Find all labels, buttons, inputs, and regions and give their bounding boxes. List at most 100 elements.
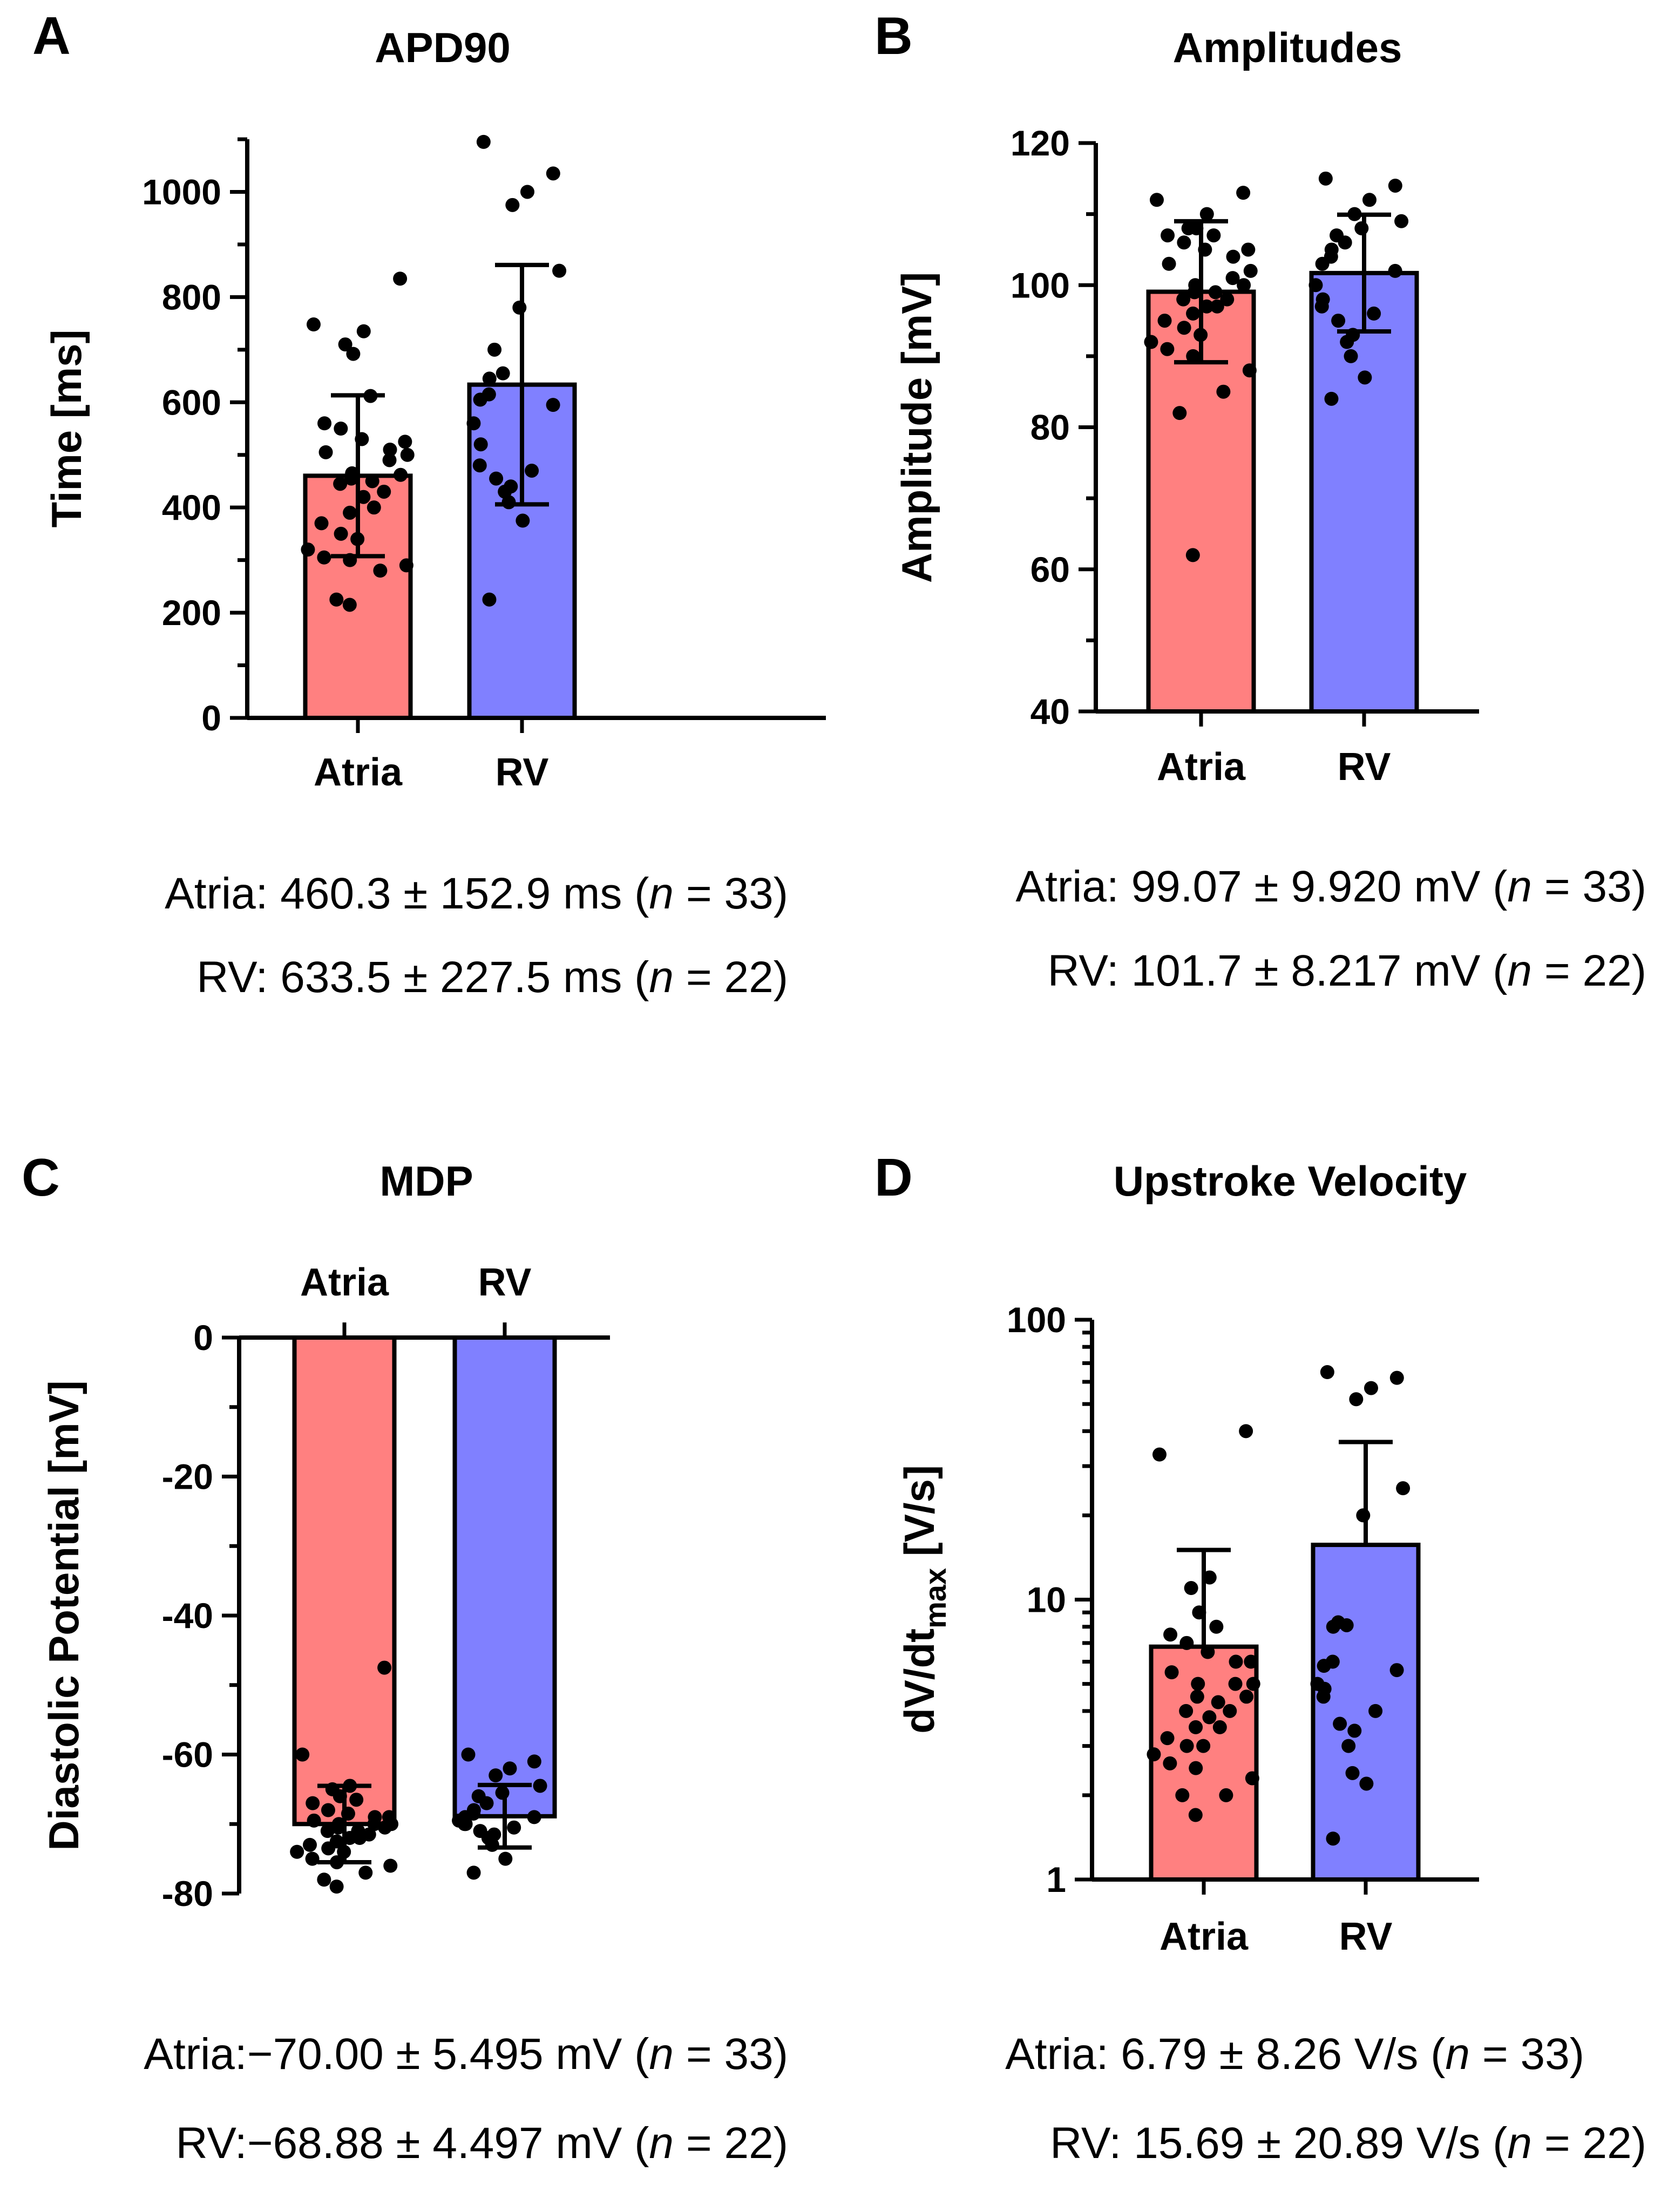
data-point: [333, 1789, 347, 1803]
data-point: [334, 422, 348, 436]
data-point: [333, 477, 348, 491]
data-point: [476, 134, 491, 149]
data-point: [382, 453, 397, 467]
data-point: [1341, 1739, 1356, 1753]
data-point: [398, 435, 412, 449]
data-point: [1315, 256, 1330, 271]
data-point: [552, 263, 567, 278]
summary-stat: 15.69 ± 20.89 V/s: [1134, 2119, 1481, 2168]
data-point: [321, 1841, 336, 1856]
summary-b-atria: Atria: 99.07 ± 9.920 mV (n = 33): [1015, 862, 1646, 911]
summary-n-value: = 33): [1470, 2030, 1584, 2079]
summary-n: n: [1507, 862, 1533, 911]
data-point: [1359, 1776, 1374, 1791]
panel-label: A: [32, 6, 71, 65]
data-point: [1347, 207, 1362, 221]
data-point: [1179, 1739, 1194, 1753]
y-axis-label: Amplitude [mV]: [893, 272, 940, 583]
data-point: [1226, 249, 1240, 264]
summary-n-value: = 33): [1532, 862, 1646, 911]
data-point: [1179, 1636, 1194, 1650]
data-point: [525, 463, 539, 478]
summary-group: Atria:: [165, 869, 268, 918]
data-point: [1219, 1788, 1233, 1802]
summary-n-value: = 33): [674, 869, 788, 918]
data-point: [1367, 306, 1381, 321]
data-point: [1175, 1788, 1190, 1802]
data-point: [346, 347, 361, 361]
data-point: [1320, 1365, 1334, 1380]
data-point: [337, 1844, 351, 1859]
panel-label: C: [22, 1148, 60, 1207]
data-point: [318, 445, 333, 459]
data-point: [1333, 1716, 1347, 1731]
data-point: [512, 300, 527, 315]
data-point: [356, 490, 371, 504]
data-point: [350, 532, 365, 546]
data-point: [466, 416, 481, 431]
y-axis-label: Diastolic Potential [mV]: [40, 1380, 87, 1850]
data-point: [489, 1768, 503, 1783]
summary-n: n: [649, 869, 674, 918]
data-point: [1206, 228, 1221, 243]
data-point: [1212, 1720, 1227, 1734]
data-point: [505, 198, 520, 212]
data-point: [1242, 363, 1257, 378]
data-point: [1318, 171, 1333, 186]
data-point: [321, 1803, 335, 1817]
panel-label: B: [874, 6, 913, 65]
data-point: [1152, 1447, 1167, 1462]
data-point: [472, 458, 487, 473]
data-point: [1389, 1370, 1404, 1385]
data-point: [307, 1813, 321, 1828]
data-point: [329, 1879, 344, 1894]
data-point: [546, 398, 560, 412]
data-point: [358, 1865, 373, 1880]
y-tick-label: 120: [1011, 123, 1070, 163]
data-point: [1326, 1619, 1340, 1634]
x-category-label: RV: [478, 1261, 532, 1304]
data-point: [1211, 1695, 1225, 1709]
summary-n: n: [649, 2030, 674, 2079]
data-point: [546, 166, 560, 181]
summary-d-atria: Atria: 6.79 ± 8.26 V/s (n = 33): [1005, 2030, 1584, 2079]
data-point: [329, 592, 344, 607]
data-point: [498, 1851, 513, 1866]
data-point: [356, 324, 371, 338]
x-category-label: Atria: [300, 1261, 389, 1304]
chart-title: Upstroke Velocity: [1114, 1157, 1467, 1205]
data-point: [365, 474, 379, 488]
summary-group: RV:: [175, 2119, 247, 2168]
data-point: [482, 371, 497, 386]
data-point: [305, 1851, 320, 1866]
chart-panel-d: D Upstroke Velocity dV/dtmax [V/s] 1 10 100 At…: [874, 1148, 1479, 1958]
chart-title: Amplitudes: [1173, 24, 1402, 71]
summary-n: n: [649, 2119, 674, 2168]
data-point: [1149, 193, 1164, 207]
y-tick-label: -60: [162, 1735, 213, 1775]
summary-n-value: = 33): [674, 2030, 788, 2079]
data-point: [1186, 349, 1201, 363]
data-point: [400, 447, 415, 462]
x-category-label: Atria: [1157, 745, 1246, 789]
data-point: [1189, 1761, 1203, 1775]
data-point: [1388, 263, 1402, 278]
data-point: [473, 437, 488, 452]
data-point: [367, 500, 381, 515]
data-point: [1326, 1831, 1340, 1846]
y-tick-label: -80: [162, 1874, 213, 1914]
y-tick-label: 1000: [142, 172, 221, 212]
data-point: [383, 442, 397, 457]
y-tick-label: 600: [162, 382, 221, 422]
x-category-label: RV: [1339, 1915, 1393, 1958]
summary-c-rv: RV:−68.88 ± 4.497 mV (n = 22): [175, 2119, 788, 2168]
data-point: [1331, 314, 1346, 328]
data-point: [1317, 1659, 1331, 1673]
data-point: [1189, 221, 1204, 235]
data-point: [1179, 1704, 1194, 1718]
bar-rv: [452, 1335, 557, 1819]
summary-d-rv: RV: 15.69 ± 20.89 V/s (n = 22): [1050, 2119, 1646, 2168]
bar-rv: [1309, 270, 1419, 714]
bar-rv: [1311, 1543, 1421, 1882]
data-point: [1236, 186, 1251, 200]
